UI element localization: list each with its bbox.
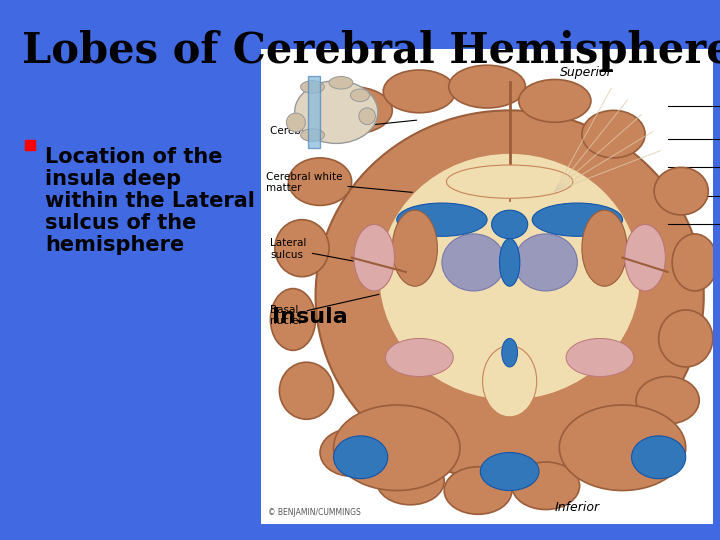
Ellipse shape <box>354 225 395 291</box>
Ellipse shape <box>512 462 580 510</box>
Ellipse shape <box>449 65 526 108</box>
Ellipse shape <box>351 89 369 102</box>
Ellipse shape <box>275 220 329 276</box>
Ellipse shape <box>442 234 505 291</box>
Ellipse shape <box>582 110 645 158</box>
Ellipse shape <box>271 288 315 350</box>
Ellipse shape <box>482 346 536 417</box>
Ellipse shape <box>397 203 487 237</box>
Ellipse shape <box>532 203 623 237</box>
Ellipse shape <box>392 210 438 286</box>
Ellipse shape <box>631 436 685 478</box>
Ellipse shape <box>500 239 520 286</box>
Ellipse shape <box>654 167 708 215</box>
Ellipse shape <box>444 467 512 514</box>
Ellipse shape <box>580 434 647 481</box>
Ellipse shape <box>659 310 713 367</box>
Ellipse shape <box>480 453 539 490</box>
Text: Location of the: Location of the <box>45 147 222 167</box>
Text: hemisphere: hemisphere <box>45 235 184 255</box>
Ellipse shape <box>492 210 528 239</box>
Ellipse shape <box>636 376 699 424</box>
Ellipse shape <box>377 457 444 505</box>
Ellipse shape <box>294 80 378 144</box>
Ellipse shape <box>301 129 324 141</box>
Ellipse shape <box>446 165 573 198</box>
Text: Basal
nuclei: Basal nuclei <box>271 287 412 326</box>
Bar <box>261 49 713 524</box>
Ellipse shape <box>385 339 453 376</box>
Ellipse shape <box>359 108 375 125</box>
Ellipse shape <box>333 405 460 490</box>
Ellipse shape <box>287 113 305 132</box>
Text: Cerebral cortex: Cerebral cortex <box>271 120 417 136</box>
Text: © BENJAMIN/CUMMINGS: © BENJAMIN/CUMMINGS <box>268 508 361 517</box>
Text: Lateral
sulcus: Lateral sulcus <box>271 238 358 262</box>
Ellipse shape <box>566 339 634 376</box>
Ellipse shape <box>625 225 665 291</box>
Text: within the Lateral: within the Lateral <box>45 191 255 211</box>
Ellipse shape <box>333 436 388 478</box>
Text: insula deep: insula deep <box>45 169 181 189</box>
Text: Insula: Insula <box>272 307 348 327</box>
Ellipse shape <box>514 234 577 291</box>
Ellipse shape <box>329 77 353 89</box>
Ellipse shape <box>379 153 641 400</box>
Ellipse shape <box>518 79 591 122</box>
Ellipse shape <box>320 429 383 476</box>
Text: Inferior: Inferior <box>555 501 600 514</box>
Ellipse shape <box>301 80 324 93</box>
Ellipse shape <box>672 234 717 291</box>
Ellipse shape <box>311 86 392 134</box>
Ellipse shape <box>383 70 456 113</box>
Ellipse shape <box>582 210 627 286</box>
Text: Superior: Superior <box>560 66 613 79</box>
Ellipse shape <box>315 110 703 481</box>
Ellipse shape <box>559 405 685 490</box>
Ellipse shape <box>279 362 333 419</box>
Polygon shape <box>307 77 320 147</box>
Ellipse shape <box>289 158 351 205</box>
Text: Cerebral white
matter: Cerebral white matter <box>266 172 449 195</box>
Text: sulcus of the: sulcus of the <box>45 213 197 233</box>
Text: Lobes of Cerebral Hemispheres: Lobes of Cerebral Hemispheres <box>22 30 720 72</box>
Ellipse shape <box>502 339 518 367</box>
